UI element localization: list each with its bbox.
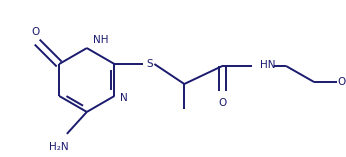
Text: N: N — [120, 93, 128, 103]
Text: S: S — [146, 59, 153, 69]
Text: O: O — [338, 77, 346, 87]
Text: NH: NH — [93, 35, 108, 45]
Text: O: O — [218, 98, 226, 108]
Text: O: O — [31, 27, 39, 37]
Text: HN: HN — [260, 60, 276, 70]
Text: H₂N: H₂N — [49, 142, 69, 152]
